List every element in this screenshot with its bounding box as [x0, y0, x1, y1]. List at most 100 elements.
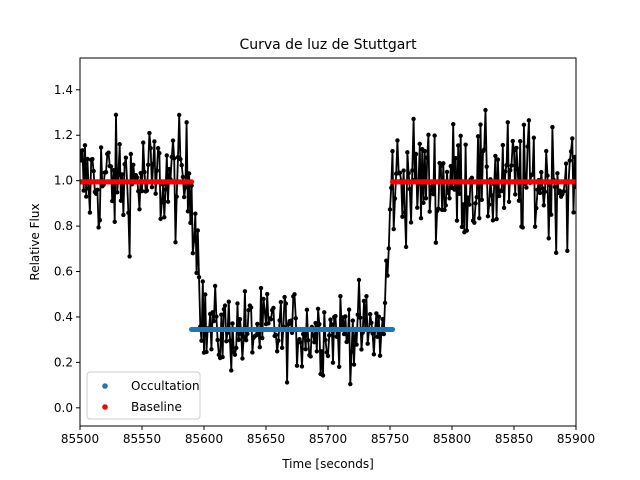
light-curve-point: [142, 169, 147, 175]
light-curve-point: [426, 132, 431, 138]
light-curve-point: [427, 209, 432, 214]
light-curve-point: [524, 185, 529, 190]
light-curve-point: [96, 225, 101, 230]
light-curve-point: [572, 154, 576, 160]
light-curve-point: [167, 166, 172, 172]
light-curve-point: [446, 190, 451, 196]
light-curve-point: [250, 350, 255, 355]
light-curve-point: [573, 184, 576, 190]
light-curve-point: [490, 218, 496, 223]
light-curve-point: [173, 240, 178, 245]
light-curve-point: [495, 157, 501, 162]
light-curve-point: [117, 142, 122, 147]
light-curve-point: [191, 238, 197, 243]
light-curve-point: [313, 320, 318, 326]
light-curve-point: [195, 228, 200, 233]
light-curve-point: [103, 170, 109, 175]
light-curve-point: [453, 156, 458, 161]
light-curve-point: [183, 185, 188, 190]
light-curve-point: [203, 292, 208, 297]
light-curve-point: [317, 321, 322, 327]
light-curve-point: [95, 187, 100, 193]
light-curve-point: [567, 158, 572, 163]
light-curve-point: [444, 169, 450, 175]
light-curve-point: [274, 349, 280, 354]
light-curve-point: [310, 333, 316, 338]
light-curve-point: [553, 250, 559, 256]
light-curve-point: [179, 162, 184, 168]
light-curve-point: [354, 342, 359, 347]
light-curve-point: [284, 380, 290, 385]
light-curve-point: [474, 194, 479, 200]
light-curve-point: [390, 148, 395, 154]
light-curve-point: [212, 283, 218, 289]
light-curve-point: [447, 196, 452, 201]
light-curve-point: [106, 150, 111, 155]
light-curve-point: [298, 340, 303, 345]
light-curve-point: [506, 199, 512, 205]
light-curve-point: [172, 156, 177, 161]
light-curve-point: [382, 300, 388, 306]
light-curve-point: [483, 107, 488, 113]
light-curve-point: [504, 162, 509, 168]
x-tick-label: 85500: [61, 432, 99, 446]
light-curve-point: [428, 188, 434, 193]
light-curve-point: [164, 153, 169, 158]
light-curve-point: [308, 354, 313, 359]
x-tick-label: 85650: [247, 432, 285, 446]
light-curve-point: [407, 186, 413, 192]
light-curve-point: [234, 345, 239, 351]
light-curve-point: [158, 216, 163, 222]
light-curve-point: [341, 331, 347, 337]
legend-marker-occultation: [102, 383, 108, 389]
light-curve-point: [557, 188, 563, 194]
light-curve-point: [429, 184, 435, 189]
light-curve-point: [320, 373, 326, 378]
light-curve-point: [384, 258, 389, 263]
y-tick-label: 1.2: [54, 128, 73, 142]
light-curve-point: [324, 350, 329, 355]
light-curve-point: [563, 161, 569, 166]
light-curve-point: [514, 145, 519, 151]
light-curve-point: [113, 112, 119, 118]
light-curve-point: [571, 210, 576, 215]
light-curve-point: [211, 318, 217, 324]
light-curve-point: [406, 170, 411, 176]
light-curve-point: [108, 164, 114, 169]
light-curve-point: [539, 169, 544, 175]
light-curve-point: [351, 362, 357, 367]
light-curve-point: [232, 352, 238, 357]
light-curve-point: [312, 340, 317, 345]
light-curve-point: [188, 220, 193, 225]
light-curve-point: [273, 332, 279, 338]
light-curve-point: [121, 212, 126, 218]
light-curve-point: [537, 190, 543, 196]
light-curve-point: [454, 218, 460, 223]
light-curve-point: [91, 168, 96, 174]
light-curve-point: [479, 197, 484, 202]
light-curve-point: [248, 305, 254, 310]
legend-label-occultation: Occultation: [131, 379, 200, 393]
light-curve-point: [141, 140, 146, 145]
light-curve-point: [485, 214, 491, 219]
light-curve-point: [302, 330, 307, 336]
light-curve-point: [209, 347, 214, 352]
light-curve-point: [432, 133, 437, 138]
light-curve-point: [425, 155, 430, 160]
light-curve-point: [196, 274, 202, 280]
light-curve-point: [346, 307, 352, 312]
light-curve-point: [319, 349, 324, 354]
light-curve-point: [408, 220, 414, 225]
light-curve-point: [391, 226, 396, 232]
light-curve-point: [336, 364, 342, 369]
light-curve-point: [338, 293, 343, 299]
light-curve-point: [328, 317, 333, 322]
light-curve-point: [570, 136, 575, 141]
light-curve-point: [229, 368, 234, 373]
light-curve-point: [93, 191, 99, 196]
light-curve-point: [174, 194, 179, 199]
light-curve-point: [144, 188, 150, 193]
light-curve-point: [180, 174, 186, 180]
light-curve-point: [86, 186, 91, 191]
light-curve-point: [565, 248, 570, 254]
